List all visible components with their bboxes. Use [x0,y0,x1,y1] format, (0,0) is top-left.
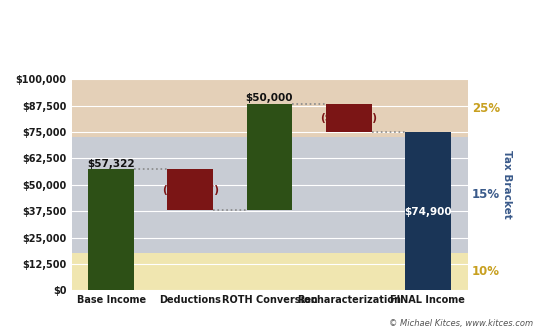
Text: $50,000: $50,000 [246,93,293,103]
Text: © Michael Kitces, www.kitces.com: © Michael Kitces, www.kitces.com [389,319,534,328]
Text: 10%: 10% [472,265,500,278]
Bar [72,137,468,253]
Text: $74,900: $74,900 [404,207,452,217]
Text: TO PERFECTLY FILL A TAX BRACKET: TO PERFECTLY FILL A TAX BRACKET [129,50,421,66]
Bar [167,169,213,210]
Text: Tax Bracket: Tax Bracket [502,150,512,219]
Bar [72,253,468,290]
Bar [246,104,293,210]
Text: 15%: 15% [472,188,500,202]
Text: $57,322: $57,322 [87,159,135,169]
Bar [88,169,134,290]
Bar [326,104,372,132]
Bar [72,79,468,137]
Text: 25%: 25% [472,102,500,115]
Text: ($13,285): ($13,285) [320,113,377,123]
Text: ($19,137): ($19,137) [162,184,219,195]
Text: USING ROTH CONVERSION AND RECHARACTERIZATION: USING ROTH CONVERSION AND RECHARACTERIZA… [50,18,501,33]
Bar [405,132,451,290]
